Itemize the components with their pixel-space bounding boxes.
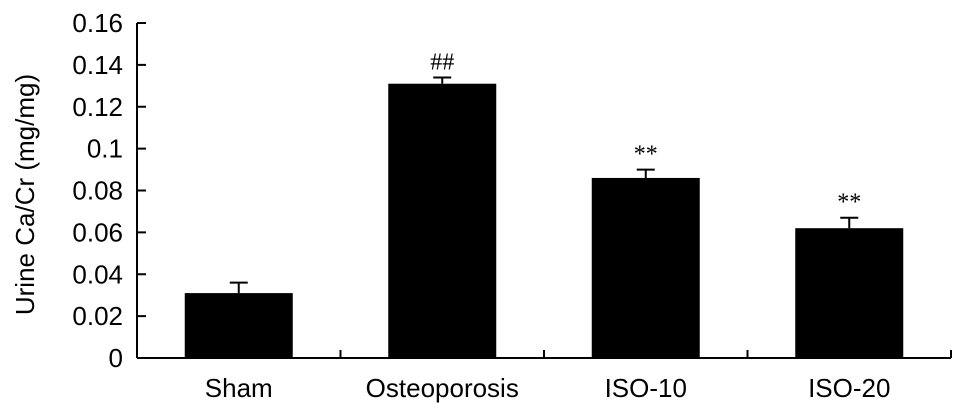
bar: [591, 177, 700, 358]
bars: ## ** **: [184, 49, 904, 358]
y-axis: 0 0.02 0.04 0.06 0.08 0.1 0.12 0.14 0.16: [72, 8, 146, 373]
y-tick-label: 0.1: [87, 134, 123, 164]
significance-label: **: [837, 190, 861, 216]
y-tick-label: 0.06: [72, 217, 123, 247]
y-tick-label: 0.08: [72, 176, 123, 206]
y-tick-label: 0.16: [72, 8, 123, 38]
x-tick-label: ISO-20: [808, 373, 890, 403]
y-tick-label: 0: [109, 343, 123, 373]
significance-label: **: [634, 142, 658, 168]
y-tick-label: 0.12: [72, 92, 123, 122]
y-axis-title: Urine Ca/Cr (mg/mg): [10, 74, 40, 315]
bar: [388, 83, 497, 358]
y-tick-label: 0.04: [72, 259, 123, 289]
x-tick-label: Sham: [205, 373, 273, 403]
y-tick-label: 0.14: [72, 50, 123, 80]
x-tick-label: ISO-10: [605, 373, 687, 403]
x-tick-label: Osteoporosis: [366, 373, 519, 403]
bar: [795, 228, 904, 358]
y-tick-label: 0.02: [72, 301, 123, 331]
bar: [184, 293, 293, 358]
significance-label: ##: [430, 49, 454, 75]
